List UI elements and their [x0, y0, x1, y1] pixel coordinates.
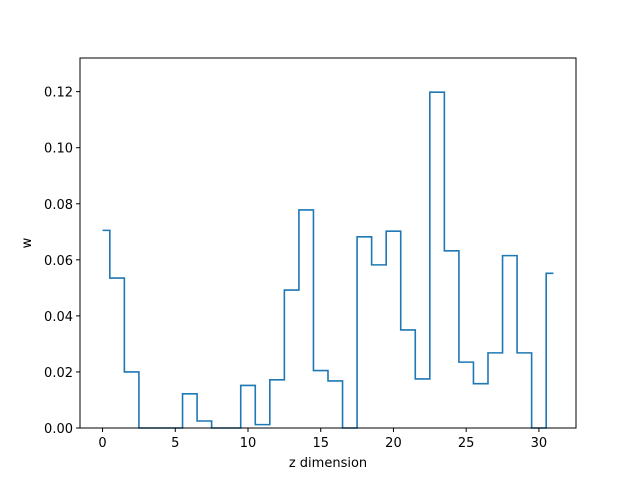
y-tick-label: 0.04 [44, 310, 73, 325]
x-tick-label: 15 [312, 436, 329, 451]
x-tick-label: 0 [98, 436, 106, 451]
axis-ticks: 0 5 10 15 20 25 30 0.00 0.02 0.04 0.06 0.08 0.10 0.12 [44, 86, 547, 451]
y-tick-label: 0.08 [44, 198, 73, 213]
y-tick-label: 0.00 [44, 422, 73, 437]
y-axis-label: w [20, 237, 35, 248]
y-tick-label: 0.06 [44, 254, 73, 269]
plot-area [102, 91, 554, 429]
y-tick-label: 0.02 [44, 366, 73, 381]
x-tick-label: 30 [531, 436, 548, 451]
y-tick-label: 0.10 [44, 142, 73, 157]
axes-frame [79, 57, 577, 429]
x-tick-label: 5 [171, 436, 179, 451]
x-tick-label: 20 [385, 436, 402, 451]
x-axis-label: z dimension [289, 456, 367, 471]
step-series-line [102, 91, 554, 429]
y-tick-label: 0.12 [44, 86, 73, 101]
x-tick-label: 10 [240, 436, 257, 451]
x-tick-label: 25 [458, 436, 475, 451]
